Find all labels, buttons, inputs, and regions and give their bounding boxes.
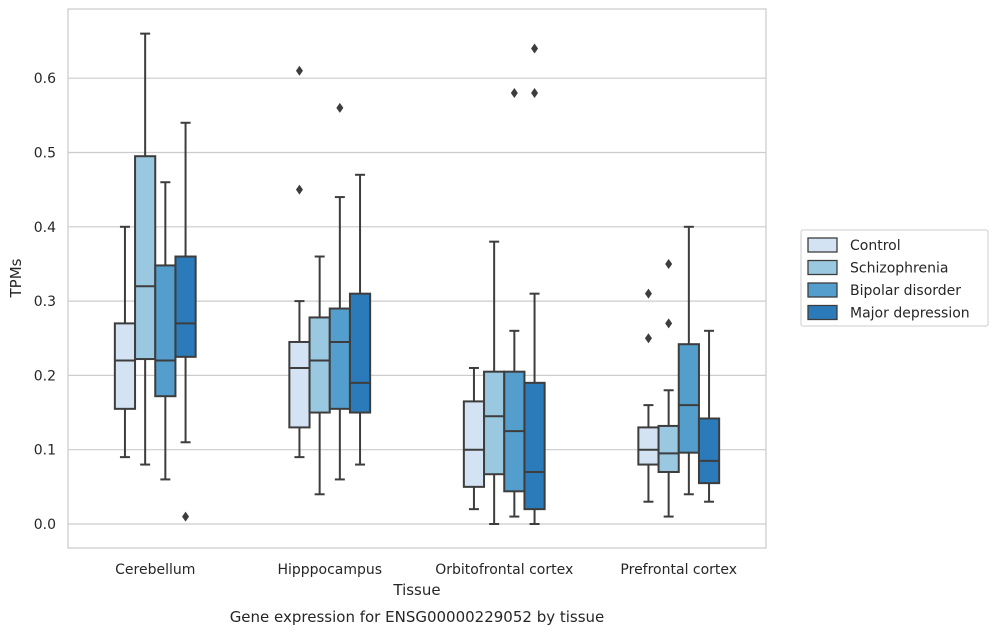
legend-swatch <box>807 237 838 253</box>
box-schizophrenia <box>657 258 680 518</box>
box-body <box>174 255 197 358</box>
legend-label: Schizophrenia <box>850 261 948 277</box>
outlier-point <box>644 288 652 299</box>
box-body <box>677 343 700 454</box>
box-body <box>348 292 372 414</box>
legend-items: Control Schizophrenia Bipolar disorder Majo… <box>807 237 970 322</box>
box-body <box>288 340 311 429</box>
box-bipolar-disorder <box>328 102 351 481</box>
box-body <box>697 417 721 485</box>
box-body <box>523 381 546 511</box>
box-body <box>154 264 177 398</box>
legend-frame <box>800 229 989 327</box>
y-axis-label: TPMs <box>7 258 25 298</box>
box-body <box>328 307 351 410</box>
box-body <box>134 155 157 361</box>
box-schizophrenia <box>308 255 331 496</box>
x-tick-label: Cerebellum <box>115 562 195 578</box>
box-major-depression <box>523 43 546 525</box>
legend-label: Control <box>850 238 901 254</box>
y-tick-label: 0.1 <box>34 443 56 459</box>
chart-caption: Gene expression for ENSG00000229052 by t… <box>230 608 605 626</box>
box-major-depression <box>348 173 372 466</box>
outlier-point <box>531 43 539 54</box>
x-tick-label: Hipppocampus <box>277 562 382 578</box>
box-body <box>657 424 680 473</box>
outlier-point <box>182 511 190 522</box>
legend-swatch <box>807 259 838 276</box>
box-body <box>462 400 486 488</box>
outlier-point <box>644 333 652 344</box>
x-tick-label: Prefrontal cortex <box>620 562 737 578</box>
box-bipolar-disorder <box>677 225 700 496</box>
y-tick-label: 0.2 <box>34 368 56 384</box>
box-body <box>113 322 137 410</box>
outlier-point <box>510 88 518 99</box>
boxes <box>113 32 721 525</box>
outlier-point <box>665 318 673 329</box>
legend-label: Bipolar disorder <box>850 283 961 299</box>
box-body <box>483 370 506 476</box>
legend-swatch <box>807 304 838 321</box>
y-tick-label: 0.5 <box>34 146 56 162</box>
outlier-point <box>665 258 673 269</box>
outlier-point <box>295 65 303 76</box>
y-tick-label: 0.6 <box>34 71 56 87</box>
outlier-point <box>531 88 539 99</box>
box-body <box>637 426 660 466</box>
x-tick-labels: Cerebellum Hipppocampus Orbitofrontal cort… <box>115 562 737 578</box>
legend-label: Major depression <box>850 306 970 322</box>
y-tick-label: 0.4 <box>34 220 56 236</box>
outlier-point <box>295 184 303 195</box>
box-major-depression <box>174 121 197 522</box>
legend: Control Schizophrenia Bipolar disorder Majo… <box>800 229 989 327</box>
y-tick-labels: 0.0 0.1 0.2 0.3 0.4 0.5 0.6 <box>34 71 56 533</box>
y-tick-label: 0.3 <box>34 294 56 310</box>
x-tick-label: Orbitofrontal cortex <box>435 562 573 578</box>
legend-swatch <box>807 282 838 298</box>
box-body <box>308 316 331 414</box>
box-schizophrenia <box>134 32 157 466</box>
outlier-point <box>336 102 344 113</box>
box-major-depression <box>697 329 721 503</box>
box-control <box>288 65 311 459</box>
y-tick-label: 0.0 <box>34 517 56 533</box>
box-control <box>113 225 137 459</box>
box-control <box>637 288 660 503</box>
x-axis-label: Tissue <box>392 581 440 599</box>
